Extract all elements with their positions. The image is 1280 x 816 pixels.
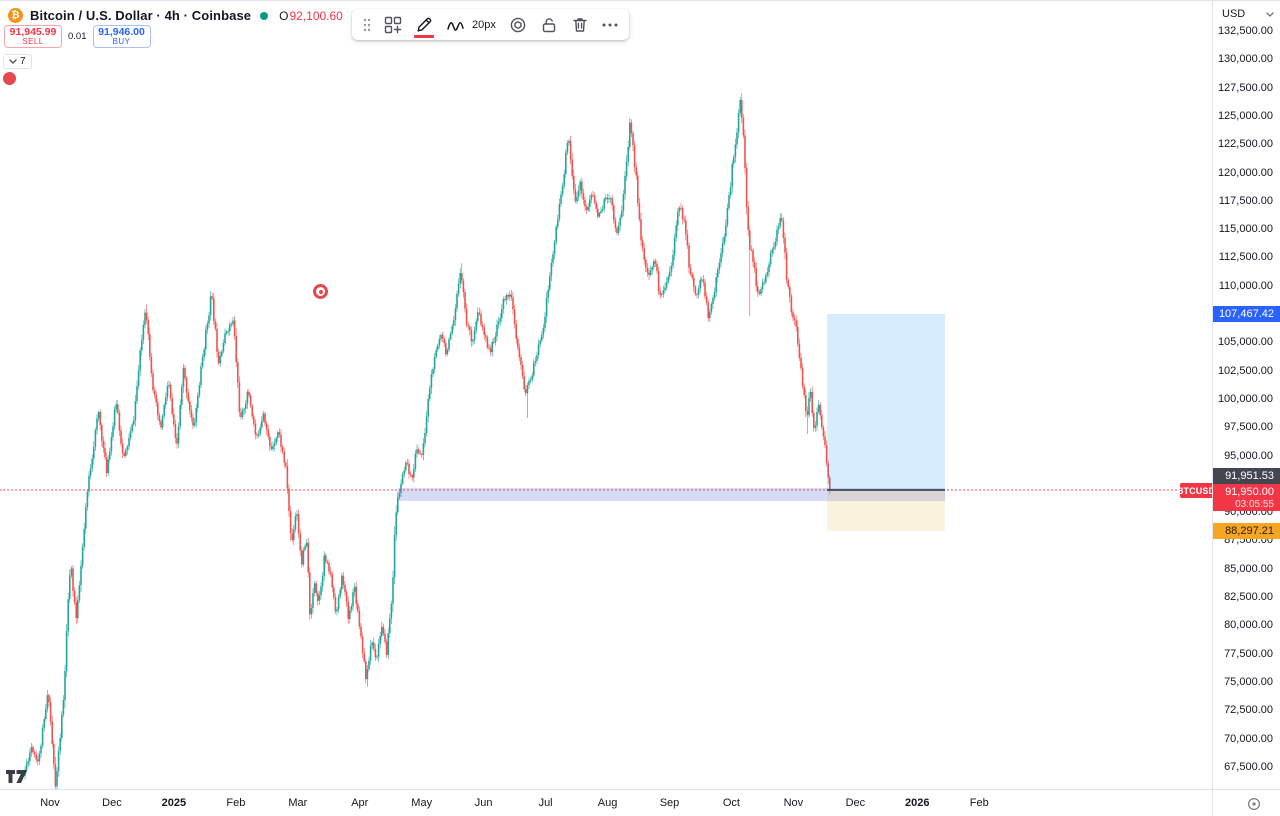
ellipsis-icon [602, 23, 618, 26]
long-target-box[interactable] [827, 314, 945, 490]
sell-label: SELL [22, 37, 44, 47]
time-tick[interactable]: 2025 [161, 797, 187, 809]
last-price-label: 91,950.00 03:05:55 [1213, 484, 1280, 512]
price-tick: 82,500.00 [1224, 591, 1273, 603]
price-tick: 120,000.00 [1217, 166, 1273, 179]
drawing-anchor-icon[interactable] [313, 284, 328, 299]
drag-handle[interactable] [363, 18, 371, 32]
spread-value: 0.01 [68, 31, 87, 42]
drawing-toolbar: 20px [352, 9, 629, 40]
price-tick: 115,000.00 [1218, 223, 1273, 236]
price-tick: 132,500.00 [1217, 25, 1273, 37]
time-tick[interactable]: Jun [474, 797, 493, 809]
color-tool-button[interactable] [414, 16, 434, 38]
time-tick[interactable]: Dec [102, 797, 122, 809]
price-tick: 77,500.00 [1224, 647, 1273, 660]
bar-countdown: 03:05:55 [1235, 499, 1274, 511]
time-tick[interactable]: Jul [538, 797, 553, 809]
time-tick[interactable]: Feb [226, 797, 246, 809]
chevron-down-icon [1266, 11, 1274, 17]
last-price-dotted-line [0, 489, 1212, 492]
settings-button[interactable] [509, 16, 527, 34]
buy-label: BUY [112, 37, 131, 47]
chart-pane: ₿ Bitcoin / U.S. Dollar · 4h · Coinbase … [0, 1, 1212, 789]
sell-price: 91,945.99 [9, 25, 57, 38]
price-tick: 105,000.00 [1217, 336, 1273, 349]
axis-settings-button[interactable] [1247, 797, 1261, 816]
time-tick[interactable]: Nov [40, 797, 60, 809]
tradingview-logo[interactable] [6, 769, 30, 789]
time-tick[interactable]: Feb [969, 797, 989, 809]
currency-selector[interactable]: USD [1222, 8, 1274, 20]
symbol-price-tag: BTCUSD [1177, 483, 1212, 498]
price-tick: 70,000.00 [1224, 732, 1273, 745]
price-chart-canvas[interactable] [0, 1, 1212, 789]
record-dot-icon[interactable] [3, 72, 16, 85]
unlock-icon [542, 17, 556, 32]
delete-button[interactable] [571, 16, 589, 34]
price-tick: 130,000.00 [1217, 53, 1273, 66]
price-tick: 112,500.00 [1218, 251, 1273, 264]
open-value: 92,100.60 [289, 8, 343, 23]
open-label: O [279, 8, 289, 23]
freehand-stroke-icon [447, 21, 464, 31]
line-width-value[interactable]: 20px [472, 18, 496, 31]
price-tick: 110,000.00 [1218, 279, 1273, 292]
sell-button[interactable]: 91,945.99 SELL [4, 25, 62, 48]
trash-icon [573, 17, 587, 32]
line-width-button[interactable] [446, 16, 466, 34]
price-tick: 97,500.00 [1224, 421, 1273, 434]
buy-button[interactable]: 91,946.00 BUY [92, 25, 151, 48]
demand-zone-rectangle[interactable] [398, 487, 945, 501]
entry-price-label: 91,951.53 [1213, 468, 1280, 485]
buy-price: 91,946.00 [98, 25, 145, 38]
price-tick: 80,000.00 [1224, 619, 1273, 632]
price-tick: 125,000.00 [1217, 109, 1273, 122]
time-tick[interactable]: Oct [722, 797, 740, 809]
stop-price-label: 88,297.21 [1213, 523, 1280, 540]
long-stop-box[interactable] [827, 490, 945, 532]
price-tick: 72,500.00 [1224, 704, 1273, 717]
entry-price-line[interactable] [827, 489, 945, 491]
more-options-button[interactable] [602, 23, 618, 27]
time-axis[interactable]: Nov Dec 2025 Feb Mar Apr May Jun Jul Aug Sep Oct Nov… [0, 789, 1212, 816]
time-tick[interactable]: 2026 [905, 797, 930, 809]
price-tick: 85,000.00 [1224, 562, 1273, 575]
price-tick: 75,000.00 [1224, 675, 1273, 688]
price-tick: 102,500.00 [1217, 364, 1273, 377]
price-tick: 100,000.00 [1217, 392, 1273, 405]
pencil-icon [417, 17, 432, 31]
price-tick: 122,500.00 [1217, 138, 1273, 151]
price-tick: 95,000.00 [1224, 449, 1273, 462]
time-tick[interactable]: Mar [288, 797, 308, 809]
indicators-collapse-chip[interactable]: 7 [3, 54, 32, 69]
time-tick[interactable]: Sep [659, 797, 680, 809]
time-tick[interactable]: May [411, 797, 433, 809]
target-price-label: 107,467.42 [1213, 306, 1280, 323]
price-tick: 67,500.00 [1224, 760, 1273, 773]
time-tick[interactable]: Dec [845, 797, 866, 809]
time-tick[interactable]: Aug [597, 797, 618, 809]
drag-dots-icon [363, 18, 371, 31]
time-tick[interactable]: Nov [783, 797, 804, 809]
axis-settings-corner [1212, 789, 1280, 816]
last-price-value: 91,950.00 [1225, 486, 1274, 499]
add-to-layout-button[interactable] [384, 16, 402, 34]
gear-circle-icon [1247, 797, 1261, 811]
price-tick: 117,500.00 [1218, 194, 1273, 207]
bitcoin-logo-icon: ₿ [8, 8, 23, 23]
price-tick: 127,500.00 [1217, 81, 1273, 94]
layout-add-icon [384, 16, 402, 33]
currency-label: USD [1222, 8, 1246, 20]
indicators-count: 7 [20, 56, 26, 67]
lock-button[interactable] [540, 16, 558, 34]
market-status-icon[interactable] [260, 11, 269, 20]
trade-buttons: 91,945.99 SELL 0.01 91,946.00 BUY [4, 25, 151, 48]
gear-icon [510, 17, 526, 32]
price-axis[interactable]: USD 132,500.00 130,000.00 127,500.00 125,00… [1212, 1, 1280, 789]
chevron-down-icon [9, 59, 17, 64]
time-tick[interactable]: Apr [351, 797, 369, 809]
symbol-title[interactable]: Bitcoin / U.S. Dollar · 4h · Coinbase [30, 8, 252, 23]
